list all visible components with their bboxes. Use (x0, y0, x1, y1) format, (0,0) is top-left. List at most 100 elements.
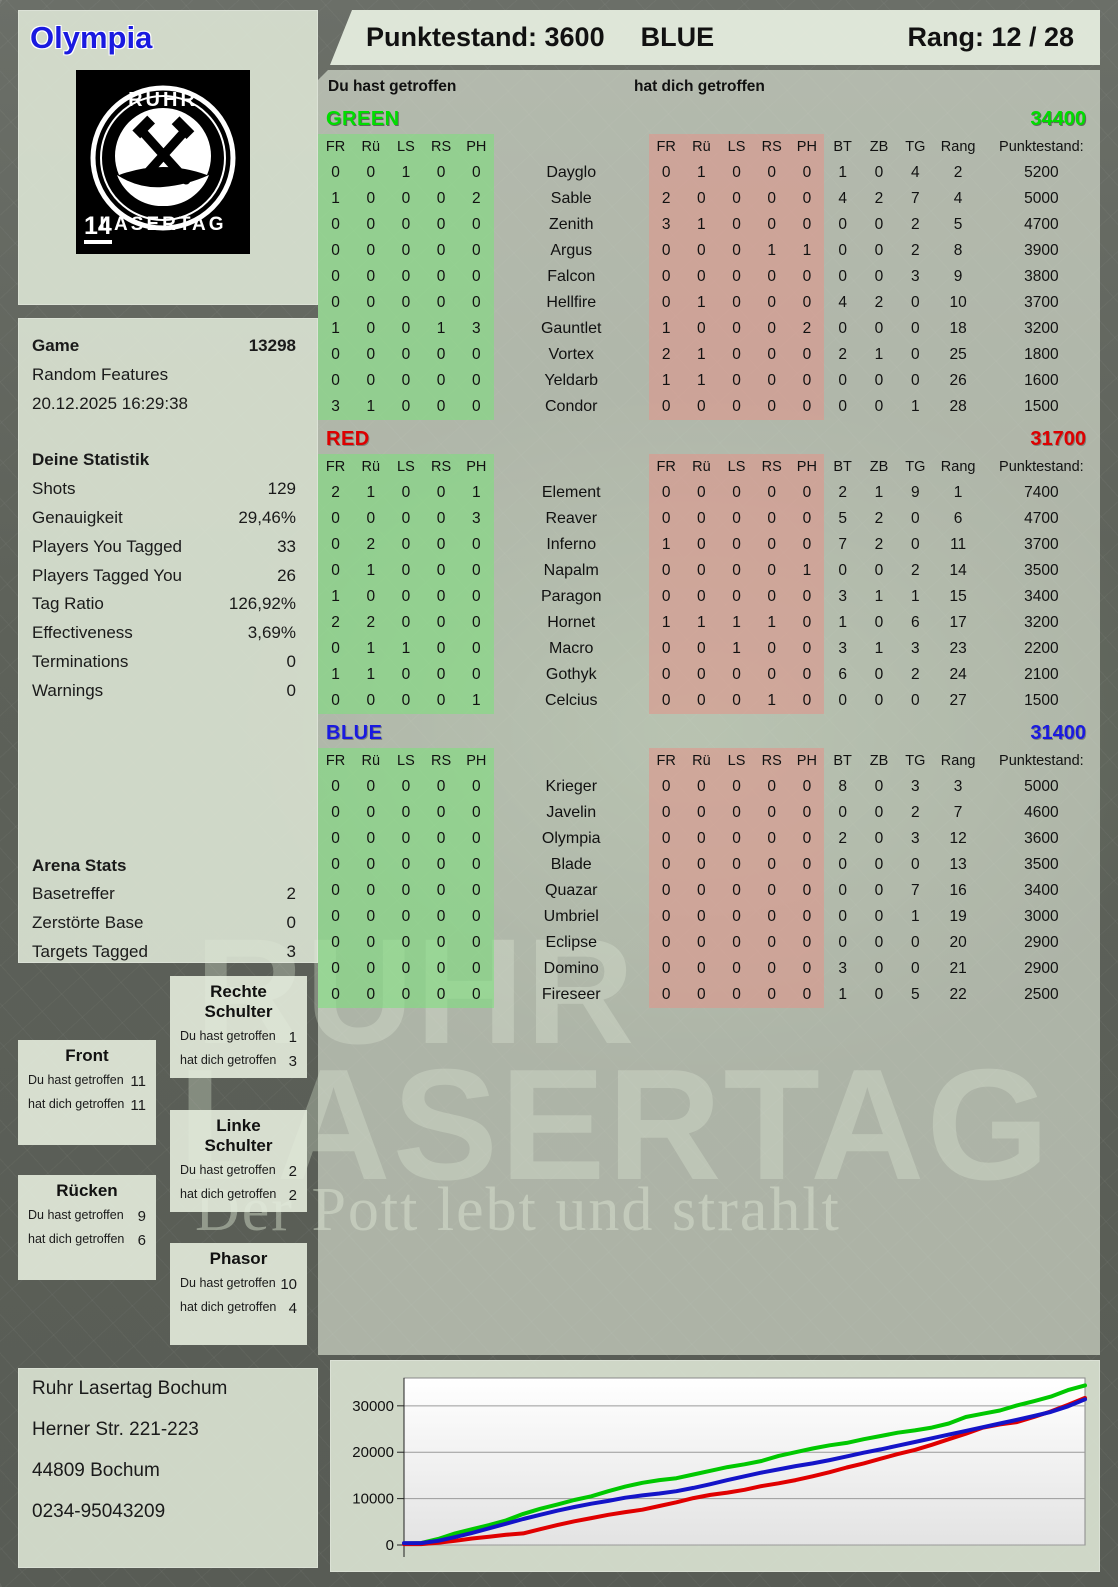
cell-them: 1 (789, 558, 825, 584)
cell-player-name: Condor (544, 398, 598, 415)
team-badge: BLUE (640, 22, 715, 52)
game-datetime: 20.12.2025 16:29:38 (32, 393, 188, 413)
col-you-rü: Rü (353, 454, 389, 480)
cell-them: 0 (648, 774, 684, 800)
cell-them: 0 (648, 826, 684, 852)
team-total-green: 34400 (1030, 108, 1086, 130)
table-row[interactable]: 0 0 0 0 0 Quazar 0 0 0 0 0 0 0 7 16 3400 (318, 878, 1100, 904)
table-row[interactable]: 0 0 0 0 0 Hellfire 0 1 0 0 0 4 2 0 10 3700 (318, 290, 1100, 316)
cell-them: 1 (648, 532, 684, 558)
cell-you: 1 (318, 662, 354, 688)
table-row[interactable]: 1 0 0 0 2 Sable 2 0 0 0 0 4 2 7 4 5000 (318, 186, 1100, 212)
table-row[interactable]: 0 0 0 0 0 Blade 0 0 0 0 0 0 0 0 13 3500 (318, 852, 1100, 878)
chart-ytick-label: 30000 (352, 1398, 394, 1415)
table-row[interactable]: 0 0 0 0 0 Krieger 0 0 0 0 0 8 0 3 3 5000 (318, 774, 1100, 800)
cell-you: 0 (353, 852, 389, 878)
table-row[interactable]: 0 1 1 0 0 Macro 0 0 1 0 0 3 1 3 23 2200 (318, 636, 1100, 662)
cell-punktestand: 1500 (1024, 692, 1059, 709)
cell-punktestand: 5200 (1024, 164, 1059, 181)
cell-bt: 3 (838, 640, 847, 657)
arena-stat-label: Basetreffer (32, 884, 115, 904)
cell-rang: 25 (949, 346, 967, 363)
cell-bt: 0 (838, 692, 847, 709)
table-row[interactable]: 1 0 0 0 0 Paragon 0 0 0 0 0 3 1 1 15 3400 (318, 584, 1100, 610)
cell-player-name: Reaver (545, 510, 598, 527)
table-row[interactable]: 0 0 0 0 0 Argus 0 0 0 1 1 0 0 2 8 3900 (318, 238, 1100, 264)
cell-tg: 2 (911, 666, 920, 683)
table-row[interactable]: 0 0 0 0 0 Yeldarb 1 1 0 0 0 0 0 0 26 1600 (318, 368, 1100, 394)
cell-zb: 0 (874, 882, 884, 899)
table-row[interactable]: 0 0 0 0 0 Fireseer 0 0 0 0 0 1 0 5 22 2500 (318, 982, 1100, 1008)
table-row[interactable]: 3 1 0 0 0 Condor 0 0 0 0 0 0 0 1 28 1500 (318, 394, 1100, 420)
table-row[interactable]: 0 0 0 0 0 Eclipse 0 0 0 0 0 0 0 0 20 2900 (318, 930, 1100, 956)
hit-zone-you-value: 10 (280, 1276, 297, 1293)
cell-bt: 0 (838, 934, 847, 951)
game-row: Game 13298 (32, 332, 296, 361)
cell-zb: 0 (874, 986, 884, 1003)
cell-them: 0 (648, 904, 684, 930)
cell-tg: 0 (911, 934, 920, 951)
cell-you: 0 (353, 342, 389, 368)
table-row[interactable]: 0 0 0 0 1 Celcius 0 0 0 1 0 0 0 0 27 1500 (318, 688, 1100, 714)
col-zb: ZB (869, 753, 889, 769)
cell-rang: 8 (953, 242, 963, 259)
cell-you: 0 (458, 212, 494, 238)
table-row[interactable]: 1 1 0 0 0 Gothyk 0 0 0 0 0 6 0 2 24 2100 (318, 662, 1100, 688)
cell-them: 0 (718, 238, 755, 264)
cell-them: 0 (789, 662, 825, 688)
cell-you: 2 (458, 186, 494, 212)
cell-punktestand: 4700 (1024, 510, 1059, 527)
cell-player-name: Hellfire (546, 294, 597, 311)
hit-zone-you-row: Du hast getroffen 9 (28, 1208, 146, 1225)
cell-them: 2 (789, 316, 825, 342)
cell-player-name: Eclipse (545, 934, 598, 951)
hit-zone-you-label: Du hast getroffen (28, 1073, 124, 1087)
cell-them: 0 (789, 826, 825, 852)
table-row[interactable]: 0 0 0 0 0 Zenith 3 1 0 0 0 0 0 2 5 4700 (318, 212, 1100, 238)
cell-them: 0 (648, 264, 684, 290)
table-row[interactable]: 2 1 0 0 1 Element 0 0 0 0 0 2 1 9 1 7400 (318, 480, 1100, 506)
cell-them: 0 (754, 956, 790, 982)
hit-zone-front: Front Du hast getroffen 11 hat dich getroff… (18, 1040, 156, 1145)
arena-stats-title: Arena Stats (32, 852, 296, 881)
cell-them: 0 (718, 186, 755, 212)
team-total-blue: 31400 (1030, 722, 1086, 744)
cell-you: 2 (353, 532, 389, 558)
table-row[interactable]: 0 2 0 0 0 Inferno 1 0 0 0 0 7 2 0 11 3700 (318, 532, 1100, 558)
table-row[interactable]: 0 0 0 0 0 Javelin 0 0 0 0 0 0 0 2 7 4600 (318, 800, 1100, 826)
cell-you: 0 (458, 160, 494, 186)
table-row[interactable]: 2 2 0 0 0 Hornet 1 1 1 1 0 1 0 6 17 3200 (318, 610, 1100, 636)
table-row[interactable]: 0 1 0 0 0 Napalm 0 0 0 0 1 0 0 2 14 3500 (318, 558, 1100, 584)
game-label: Game (32, 336, 80, 355)
col-them-rü: Rü (683, 134, 719, 160)
cell-them: 0 (648, 688, 684, 714)
table-row[interactable]: 0 0 1 0 0 Dayglo 0 1 0 0 0 1 0 4 2 5200 (318, 160, 1100, 186)
cell-zb: 0 (874, 856, 884, 873)
cell-player-name: Umbriel (543, 908, 599, 925)
cell-them: 1 (754, 238, 790, 264)
cell-you: 0 (353, 774, 389, 800)
cell-you: 0 (423, 826, 459, 852)
table-row[interactable]: 0 0 0 0 3 Reaver 0 0 0 0 0 5 2 0 6 4700 (318, 506, 1100, 532)
cell-you: 0 (423, 238, 459, 264)
cell-them: 0 (789, 264, 825, 290)
cell-you: 0 (458, 368, 494, 394)
table-row[interactable]: 0 0 0 0 0 Falcon 0 0 0 0 0 0 0 3 9 3800 (318, 264, 1100, 290)
table-row[interactable]: 1 0 0 1 3 Gauntlet 1 0 0 0 2 0 0 0 18 3200 (318, 316, 1100, 342)
cell-you: 0 (388, 394, 424, 420)
col-them-fr: FR (648, 748, 684, 774)
table-row[interactable]: 0 0 0 0 0 Domino 0 0 0 0 0 3 0 0 21 2900 (318, 956, 1100, 982)
table-row[interactable]: 0 0 0 0 0 Umbriel 0 0 0 0 0 0 0 1 19 3000 (318, 904, 1100, 930)
table-row[interactable]: 0 0 0 0 0 Vortex 2 1 0 0 0 2 1 0 25 1800 (318, 342, 1100, 368)
cell-you: 0 (318, 506, 354, 532)
cell-you: 0 (388, 800, 424, 826)
cell-them: 0 (718, 532, 755, 558)
col-them-fr: FR (648, 454, 684, 480)
cell-punktestand: 3400 (1024, 588, 1059, 605)
personal-stat-value: 26 (277, 565, 296, 585)
table-row[interactable]: 0 0 0 0 0 Olympia 0 0 0 0 0 2 0 3 12 3600 (318, 826, 1100, 852)
cell-them: 0 (648, 636, 684, 662)
cell-them: 1 (754, 610, 790, 636)
cell-zb: 0 (874, 960, 884, 977)
personal-stat-value: 3,69% (247, 623, 296, 643)
